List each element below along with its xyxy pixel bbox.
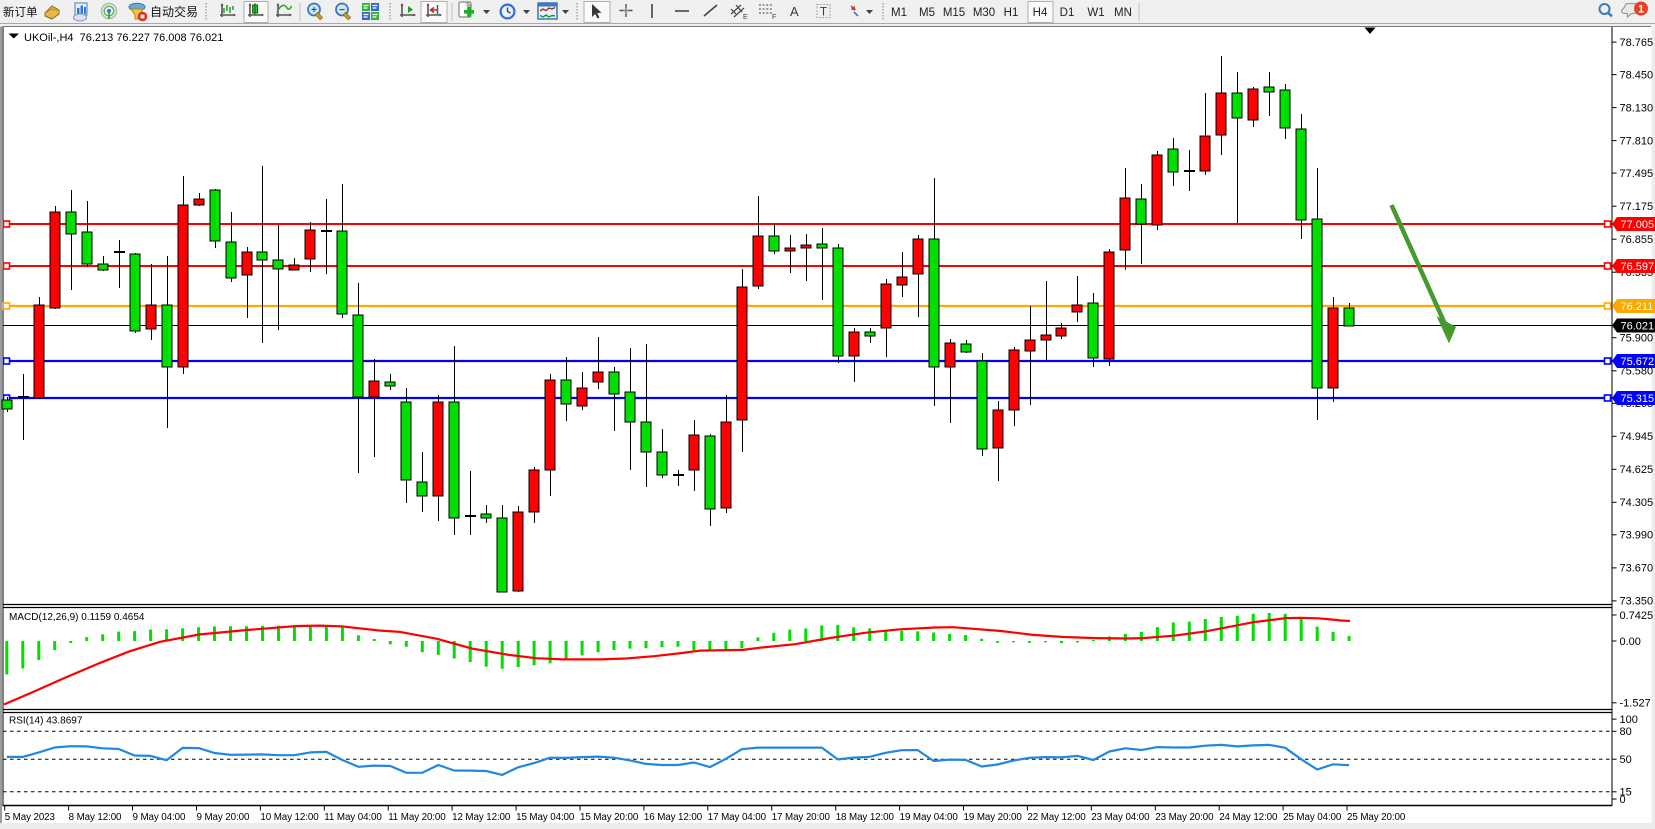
svg-text:80: 80 [1620, 726, 1632, 738]
svg-text:18 May 12:00: 18 May 12:00 [836, 812, 895, 823]
svg-text:78.130: 78.130 [1620, 102, 1654, 114]
svg-text:UKOil-,H4 76.213 76.227 76.00: UKOil-,H4 76.213 76.227 76.008 76.021 [24, 32, 223, 44]
svg-text:A: A [790, 4, 799, 19]
svg-text:RSI(14) 43.8697: RSI(14) 43.8697 [9, 716, 83, 727]
svg-text:25 May 20:00: 25 May 20:00 [1347, 812, 1406, 823]
svg-text:E: E [743, 14, 748, 21]
svg-text:5 May 2023: 5 May 2023 [5, 812, 56, 823]
svg-text:12 May 12:00: 12 May 12:00 [452, 812, 511, 823]
svg-text:73.990: 73.990 [1620, 530, 1654, 542]
svg-text:76.211: 76.211 [1621, 301, 1654, 313]
svg-text:H4: H4 [1033, 7, 1048, 19]
svg-text:19 May 04:00: 19 May 04:00 [900, 812, 959, 823]
svg-text:M30: M30 [973, 7, 995, 19]
svg-text:MACD(12,26,9) 0.1159 0.4654: MACD(12,26,9) 0.1159 0.4654 [9, 612, 145, 623]
svg-text:77.495: 77.495 [1620, 168, 1654, 180]
svg-text:H1: H1 [1004, 7, 1019, 19]
svg-text:0: 0 [1620, 794, 1626, 806]
svg-text:15 May 20:00: 15 May 20:00 [580, 812, 639, 823]
svg-text:76.021: 76.021 [1621, 320, 1655, 332]
svg-text:T: T [820, 7, 827, 19]
svg-text:自动交易: 自动交易 [150, 4, 198, 19]
svg-text:15 May 04:00: 15 May 04:00 [516, 812, 575, 823]
svg-text:75.315: 75.315 [1621, 393, 1655, 405]
svg-text:74.305: 74.305 [1620, 497, 1654, 509]
svg-text:75.672: 75.672 [1621, 356, 1655, 368]
svg-text:16 May 12:00: 16 May 12:00 [644, 812, 703, 823]
svg-text:74.625: 74.625 [1620, 464, 1654, 476]
svg-text:-1.527: -1.527 [1620, 698, 1651, 710]
svg-text:25 May 04:00: 25 May 04:00 [1283, 812, 1342, 823]
svg-text:1: 1 [1638, 4, 1644, 16]
svg-text:24 May 12:00: 24 May 12:00 [1219, 812, 1278, 823]
svg-text:9 May 20:00: 9 May 20:00 [197, 812, 250, 823]
svg-text:100: 100 [1620, 714, 1638, 726]
svg-text:76.855: 76.855 [1620, 234, 1654, 246]
svg-text:0.00: 0.00 [1620, 636, 1641, 648]
svg-text:M5: M5 [919, 7, 935, 19]
svg-text:11 May 04:00: 11 May 04:00 [324, 812, 382, 823]
svg-text:23 May 20:00: 23 May 20:00 [1155, 812, 1214, 823]
svg-text:77.810: 77.810 [1620, 135, 1654, 147]
svg-text:15: 15 [1620, 787, 1632, 799]
svg-text:9 May 04:00: 9 May 04:00 [133, 812, 186, 823]
svg-text:75.580: 75.580 [1620, 366, 1654, 378]
svg-text:78.450: 78.450 [1620, 69, 1654, 81]
svg-text:11 May 20:00: 11 May 20:00 [388, 812, 446, 823]
svg-text:MN: MN [1114, 7, 1132, 19]
svg-text:F: F [772, 14, 776, 21]
svg-text:M1: M1 [891, 7, 907, 19]
svg-text:73.350: 73.350 [1620, 596, 1654, 608]
svg-text:50: 50 [1620, 754, 1632, 766]
svg-text:77.005: 77.005 [1621, 219, 1655, 231]
svg-text:74.945: 74.945 [1620, 431, 1654, 443]
svg-text:−: − [339, 5, 345, 16]
svg-text:19 May 20:00: 19 May 20:00 [964, 812, 1023, 823]
svg-text:73.670: 73.670 [1620, 563, 1654, 575]
svg-text:17 May 04:00: 17 May 04:00 [708, 812, 767, 823]
svg-text:+: + [311, 5, 317, 16]
svg-text:23 May 04:00: 23 May 04:00 [1091, 812, 1150, 823]
svg-text:D1: D1 [1060, 7, 1075, 19]
svg-text:W1: W1 [1087, 7, 1104, 19]
svg-text:新订单: 新订单 [3, 5, 38, 19]
svg-text:77.175: 77.175 [1620, 201, 1654, 213]
svg-text:0.7425: 0.7425 [1620, 610, 1654, 622]
svg-text:M15: M15 [943, 7, 965, 19]
svg-text:75.900: 75.900 [1620, 333, 1654, 345]
svg-text:22 May 12:00: 22 May 12:00 [1027, 812, 1086, 823]
svg-text:10 May 12:00: 10 May 12:00 [260, 812, 319, 823]
svg-text:17 May 20:00: 17 May 20:00 [772, 812, 831, 823]
svg-text:78.765: 78.765 [1620, 37, 1654, 49]
svg-text:76.597: 76.597 [1621, 261, 1655, 273]
svg-text:8 May 12:00: 8 May 12:00 [69, 812, 122, 823]
